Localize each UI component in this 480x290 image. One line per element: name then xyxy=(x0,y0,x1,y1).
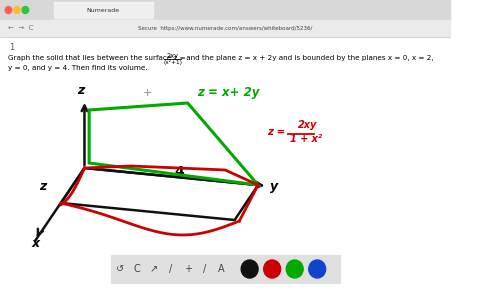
Text: 2xy: 2xy xyxy=(167,53,179,59)
Text: /: / xyxy=(203,264,206,274)
Circle shape xyxy=(286,260,303,278)
Bar xyxy=(111,255,340,283)
Text: y = 0, and y = 4. Then find its volume.: y = 0, and y = 4. Then find its volume. xyxy=(8,65,147,71)
Text: z: z xyxy=(39,180,47,193)
Circle shape xyxy=(264,260,281,278)
Text: and the plane z = x + 2y and is bounded by the planes x = 0, x = 2,: and the plane z = x + 2y and is bounded … xyxy=(184,55,433,61)
Text: ↗: ↗ xyxy=(150,264,158,274)
Text: +: + xyxy=(143,88,152,98)
Bar xyxy=(0,0,450,20)
Text: 1 + x²: 1 + x² xyxy=(290,134,322,144)
Bar xyxy=(0,20,450,37)
Circle shape xyxy=(22,6,29,14)
Text: z =: z = xyxy=(267,127,289,137)
Text: Numerade: Numerade xyxy=(87,8,120,14)
Text: y: y xyxy=(270,180,278,193)
Text: C: C xyxy=(133,264,140,274)
Circle shape xyxy=(5,6,12,14)
Text: A: A xyxy=(218,264,225,274)
Circle shape xyxy=(13,6,20,14)
Circle shape xyxy=(309,260,325,278)
Text: x: x xyxy=(32,237,40,250)
Text: ↺: ↺ xyxy=(116,264,124,274)
Text: +: + xyxy=(184,264,192,274)
Text: 4: 4 xyxy=(175,165,184,179)
Text: ←  →  C: ← → C xyxy=(8,26,33,32)
Text: /: / xyxy=(169,264,172,274)
Circle shape xyxy=(241,260,258,278)
Text: Secure  https://www.numerade.com/answers/whiteboard/5236/: Secure https://www.numerade.com/answers/… xyxy=(138,26,312,31)
Text: (x²+1): (x²+1) xyxy=(163,59,182,65)
Text: z = x+ 2y: z = x+ 2y xyxy=(197,86,260,99)
Text: 1: 1 xyxy=(10,43,14,52)
Text: 2xy: 2xy xyxy=(298,120,317,130)
Text: Graph the solid that lies between the surface z =: Graph the solid that lies between the su… xyxy=(8,55,188,61)
Bar xyxy=(54,2,153,18)
Text: z: z xyxy=(77,84,84,97)
